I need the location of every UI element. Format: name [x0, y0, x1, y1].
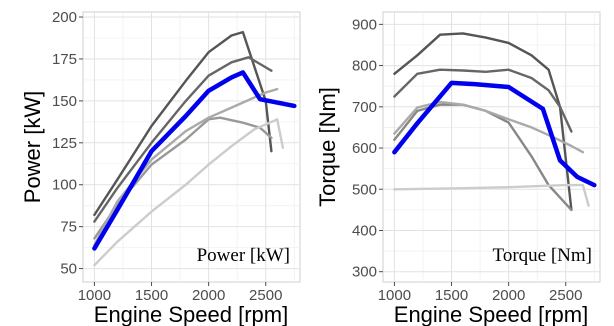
power-series-line-6-highlighted: [92, 70, 297, 251]
power-chart-title: Power [kW]: [197, 245, 290, 266]
torque-series: [392, 32, 597, 212]
torque-y-tick-label: 500: [352, 181, 377, 198]
power-series-line-2: [93, 56, 273, 223]
torque-x-tick-label: 1500: [435, 287, 468, 304]
torque-x-tick-label: 2000: [492, 287, 525, 304]
torque-y-tick-label: 900: [352, 16, 377, 33]
power-chart: 50 75 100 125 150 175 200 1000 1500 2000 2500 Pow…: [20, 9, 301, 326]
torque-y-tick-label: 300: [352, 264, 377, 281]
power-y-tick-labels: 50 75 100 125 150 175 200: [52, 9, 77, 278]
power-y-tick-label: 75: [60, 219, 77, 236]
torque-x-tick-label: 2500: [549, 287, 582, 304]
power-y-tick-label: 100: [52, 177, 77, 194]
power-y-tick-label: 200: [52, 9, 77, 26]
torque-chart: 300 400 500 600 700 800 900 1000 1500 2000 2500 T…: [315, 11, 601, 326]
torque-y-tick-label: 600: [352, 140, 377, 157]
power-plot-area: [82, 11, 301, 283]
power-x-axis-label: Engine Speed [rpm]: [94, 302, 288, 326]
torque-series-line-2: [393, 68, 573, 133]
torque-x-tick-label: 1000: [378, 287, 411, 304]
torque-gridlines: [379, 12, 600, 286]
torque-y-tick-label: 700: [352, 99, 377, 116]
power-y-tick-label: 125: [52, 135, 77, 152]
power-x-tick-label: 1500: [135, 287, 168, 304]
power-y-tick-label: 150: [52, 93, 77, 110]
power-series-line-1: [93, 30, 273, 217]
torque-y-axis-label: Torque [Nm]: [315, 87, 340, 207]
power-x-tick-label: 2000: [192, 287, 225, 304]
torque-y-tick-label: 400: [352, 222, 377, 239]
torque-series-line-5: [393, 183, 590, 207]
torque-x-axis-label: Engine Speed [rpm]: [394, 302, 588, 326]
power-y-tick-label: 50: [60, 261, 77, 278]
power-x-tick-labels: 1000 1500 2000 2500: [78, 287, 283, 304]
torque-series-line-6-highlighted: [392, 80, 597, 188]
torque-series-line-1: [393, 32, 573, 212]
power-y-tick-label: 175: [52, 51, 77, 68]
power-series: [92, 30, 297, 267]
power-series-line-5: [93, 118, 285, 267]
torque-chart-title: Torque [Nm]: [493, 245, 592, 266]
power-x-tick-label: 1000: [78, 287, 111, 304]
torque-plot-area: [382, 11, 601, 283]
torque-x-tick-labels: 1000 1500 2000 2500: [378, 287, 583, 304]
torque-y-tick-label: 800: [352, 58, 377, 75]
power-x-tick-label: 2500: [249, 287, 282, 304]
torque-series-line-4: [393, 100, 585, 154]
torque-y-tick-labels: 300 400 500 600 700 800 900: [352, 16, 377, 280]
power-y-axis-label: Power [kW]: [20, 91, 45, 203]
